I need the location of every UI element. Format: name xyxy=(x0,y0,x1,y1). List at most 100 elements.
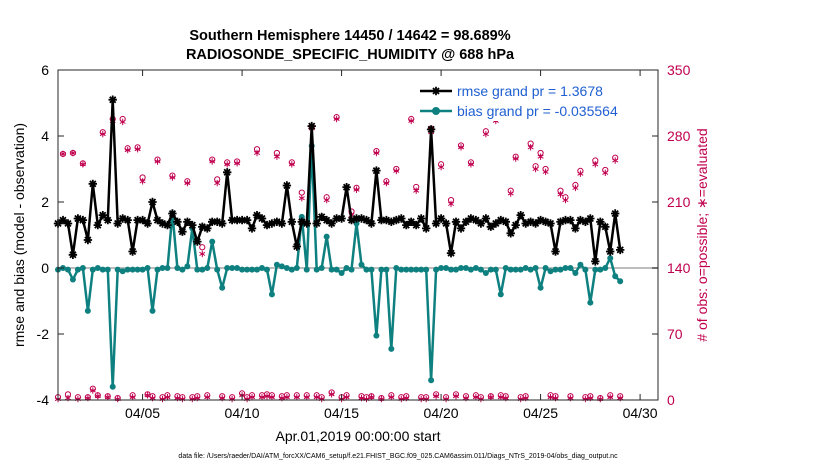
y-tick-label: 0 xyxy=(41,260,49,276)
bias-point xyxy=(388,345,395,352)
rmse-point xyxy=(252,211,262,220)
obs-evaluated-point xyxy=(547,394,554,401)
chart-subtitle: RADIOSONDE_SPECIFIC_HUMIDITY @ 688 hPa xyxy=(186,47,515,63)
rmse-point xyxy=(188,220,197,230)
legend-star-icon xyxy=(431,86,441,96)
rmse-point xyxy=(128,247,137,256)
rmse-point xyxy=(436,214,446,223)
bias-point xyxy=(109,383,116,390)
obs-evaluated-point xyxy=(373,149,380,157)
bias-point xyxy=(527,266,534,273)
bias-point xyxy=(114,266,121,273)
obs-evaluated-point xyxy=(368,394,375,401)
obs-evaluated-point xyxy=(438,163,445,171)
rmse-point xyxy=(68,250,78,259)
bias-point xyxy=(328,266,335,273)
obs-evaluated-point xyxy=(104,394,111,401)
obs-evaluated-point xyxy=(293,394,300,401)
obs-evaluated-point xyxy=(94,393,101,400)
rmse-point xyxy=(551,247,560,256)
obs-evaluated-point xyxy=(537,153,544,160)
bias-point xyxy=(522,265,529,271)
rmse-point xyxy=(601,222,610,231)
bias-point xyxy=(69,276,76,283)
bias-point xyxy=(348,266,355,273)
bias-point xyxy=(199,266,206,273)
bias-point xyxy=(443,265,450,271)
rmse-point xyxy=(93,220,102,230)
bias-point xyxy=(74,266,81,273)
rmse-point xyxy=(198,222,207,231)
rmse-point xyxy=(312,219,321,228)
rmse-point xyxy=(332,214,341,223)
obs-evaluated-point xyxy=(572,184,579,192)
rmse-point xyxy=(431,219,441,228)
y2-tick-label: 280 xyxy=(667,128,691,144)
obs-evaluated-point xyxy=(433,393,440,400)
rmse-point xyxy=(591,257,600,266)
bias-point xyxy=(413,266,420,273)
bias-point xyxy=(467,266,474,273)
rmse-point xyxy=(377,215,386,225)
plot-frame xyxy=(57,69,659,401)
rmse-point xyxy=(611,209,620,218)
bias-point xyxy=(333,266,340,273)
rmse-point xyxy=(441,219,451,228)
obs-evaluated-point xyxy=(119,118,126,126)
bias-point xyxy=(557,266,564,273)
y2-tick-label: 350 xyxy=(667,62,691,78)
bias-point xyxy=(592,266,599,273)
rmse-point xyxy=(461,217,471,226)
bias-point xyxy=(94,265,101,271)
bias-point xyxy=(303,266,310,273)
rmse-point xyxy=(203,224,212,233)
obs-evaluated-point xyxy=(607,394,614,401)
obs-evaluated-point xyxy=(164,394,171,401)
obs-evaluated-point xyxy=(612,157,619,164)
x-tick-label: 04/25 xyxy=(523,405,558,421)
bias-point xyxy=(368,266,375,273)
bias-point xyxy=(184,263,191,270)
bias-point xyxy=(418,266,425,273)
rmse-point xyxy=(108,95,117,104)
data-file-footnote: data file: /Users/raeder/DAI/ATM_forcXX/… xyxy=(178,453,618,460)
obs-evaluated-point xyxy=(383,179,390,187)
bias-point xyxy=(258,265,265,271)
rmse-point xyxy=(317,212,326,222)
rmse-point xyxy=(143,219,152,228)
obs-evaluated-point xyxy=(487,394,494,401)
bias-point xyxy=(119,268,126,275)
bias-point xyxy=(249,266,256,273)
rmse-point xyxy=(456,224,466,233)
obs-evaluated-point xyxy=(268,394,275,401)
rmse-point xyxy=(297,217,306,226)
rmse-point xyxy=(163,220,172,230)
bias-point xyxy=(373,332,380,339)
obs-evaluated-point xyxy=(154,158,161,165)
rmse-point xyxy=(272,217,282,226)
bias-point xyxy=(423,266,430,273)
rmse-point xyxy=(556,217,565,226)
obs-evaluated-point xyxy=(562,196,569,204)
rmse-point xyxy=(337,214,346,223)
obs-evaluated-point xyxy=(124,146,131,154)
obs-evaluated-point xyxy=(69,149,76,157)
rmse-point xyxy=(257,214,267,223)
legend-label-bias: bias grand pr = -0.035564 xyxy=(457,103,618,119)
bias-point xyxy=(453,266,460,273)
obs-evaluated-point xyxy=(413,187,420,194)
bias-point xyxy=(144,265,151,271)
rmse-point xyxy=(387,217,396,226)
series-layer xyxy=(53,95,625,403)
rmse-point xyxy=(407,217,416,226)
rmse-point xyxy=(511,220,520,230)
bias-point xyxy=(617,278,624,285)
rmse-point xyxy=(516,211,525,220)
rmse-point xyxy=(98,211,107,220)
bias-point xyxy=(477,266,484,273)
rmse-point xyxy=(392,215,401,225)
obs-evaluated-point xyxy=(457,144,465,151)
bias-point xyxy=(219,284,226,291)
rmse-point xyxy=(88,179,97,188)
obs-evaluated-point xyxy=(497,394,504,401)
